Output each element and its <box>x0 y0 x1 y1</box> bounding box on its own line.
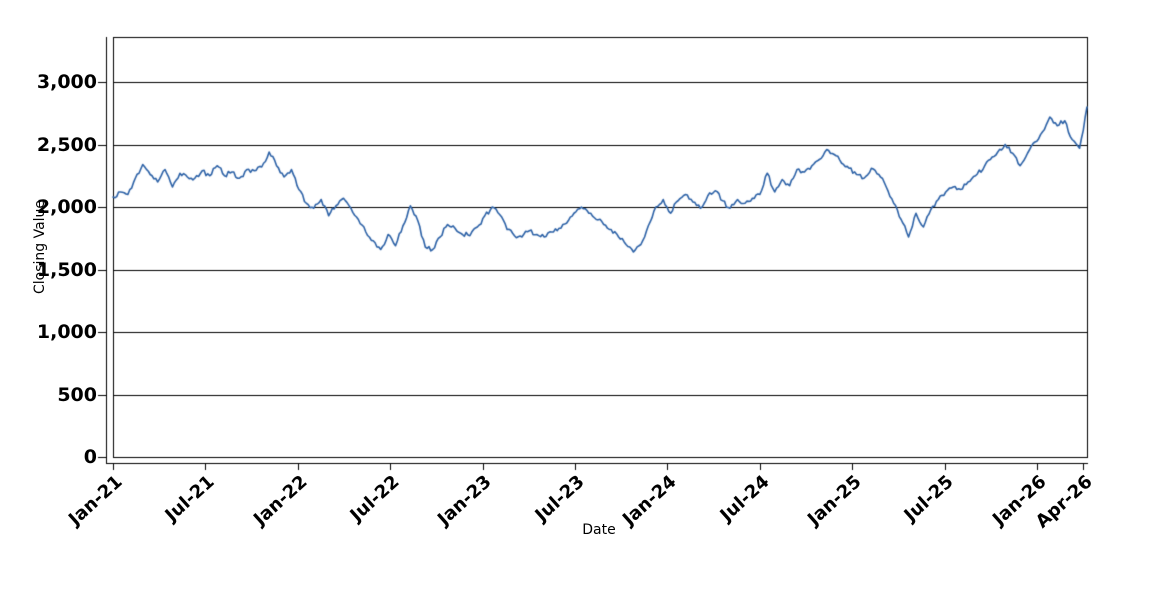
y-tick-label: 500 <box>57 383 97 406</box>
y-tick-label: 2,500 <box>36 133 97 156</box>
y-tick-label: 3,000 <box>36 71 97 93</box>
y-tick-label: 1,500 <box>36 258 97 281</box>
y-tick-label: 1,000 <box>36 321 97 343</box>
x-axis-title: Date <box>582 522 616 538</box>
y-axis-title: Closing Value <box>32 199 48 295</box>
y-tick-label: 0 <box>83 446 97 468</box>
y-tick-label: 2,000 <box>36 196 97 218</box>
